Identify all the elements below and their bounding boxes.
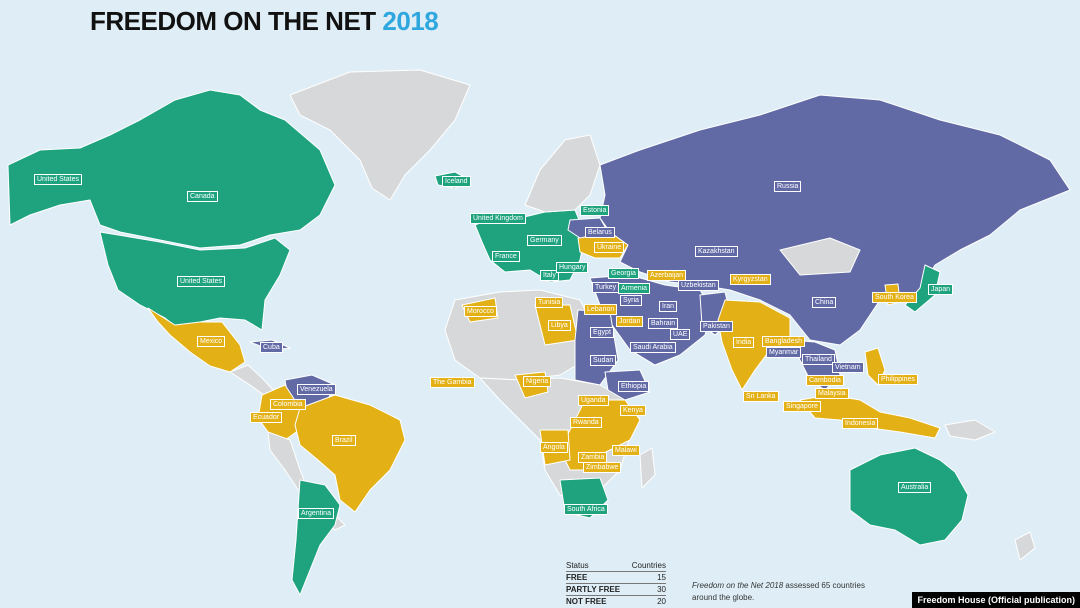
legend-status: NOT FREE (566, 597, 607, 606)
region-new-zealand (1014, 531, 1036, 561)
country-label: Lebanon (584, 304, 618, 315)
region-madagascar (639, 447, 656, 489)
country-label: Sri Lanka (743, 391, 779, 402)
map-title-main: FREEDOM ON THE NET (90, 6, 376, 36)
country-label: Egypt (590, 327, 614, 338)
country-label: Brazil (332, 435, 356, 446)
country-label: Japan (928, 284, 954, 295)
country-label: Tunisia (535, 297, 564, 308)
country-label: Thailand (802, 354, 835, 365)
country-label: Cuba (260, 342, 283, 353)
country-label: Iran (659, 301, 678, 312)
region-australia (849, 447, 969, 546)
country-label: South Africa (564, 504, 608, 515)
country-label: Indonesia (842, 418, 879, 429)
country-label: Morocco (464, 306, 497, 317)
country-label: Bangladesh (762, 336, 805, 347)
country-label: Estonia (580, 205, 610, 216)
country-label: Germany (527, 235, 562, 246)
note-line2: around the globe. (692, 593, 755, 602)
country-label: Russia (774, 181, 802, 192)
country-label: Kazakhstan (695, 246, 738, 257)
country-label: Hungary (556, 262, 589, 273)
country-label: Angola (540, 442, 568, 453)
country-label: Colombia (270, 399, 306, 410)
region-argentina (291, 479, 341, 596)
country-label: Syria (620, 295, 642, 306)
country-label: Libya (548, 320, 571, 331)
country-label: Belarus (585, 227, 615, 238)
region-mexico (147, 307, 246, 373)
country-label: United States (34, 174, 83, 185)
country-label: Rwanda (570, 417, 602, 428)
country-label: China (812, 297, 837, 308)
country-label: France (492, 251, 520, 262)
country-label: United States (177, 276, 226, 287)
map-title-year: 2018 (382, 6, 439, 36)
country-label: United Kingdom (470, 213, 526, 224)
country-label: Kyrgyzstan (730, 274, 771, 285)
country-label: Ethiopia (618, 381, 650, 392)
country-label: South Korea (872, 292, 917, 303)
map-title: FREEDOM ON THE NET 2018 (90, 6, 439, 37)
source-credit: Freedom House (Official publication) (912, 592, 1080, 608)
country-label: Malawi (612, 445, 640, 456)
legend-header-count: Countries (631, 561, 666, 570)
country-label: Argentina (298, 508, 334, 519)
legend-status: PARTLY FREE (566, 585, 621, 594)
region-greenland (289, 69, 471, 201)
legend-count: 15 (657, 573, 666, 582)
country-label: Uzbekistan (678, 280, 719, 291)
country-label: Armenia (618, 283, 651, 294)
country-label: Sudan (590, 355, 617, 366)
legend-count: 20 (657, 597, 666, 606)
assessment-note: Freedom on the Net 2018 assessed 65 coun… (692, 580, 865, 604)
country-label: Australia (898, 482, 932, 493)
country-label: Singapore (783, 401, 821, 412)
country-label: Pakistan (700, 321, 733, 332)
country-label: Saudi Arabia (630, 342, 676, 353)
legend-row-partly-free: PARTLY FREE 30 (566, 583, 666, 595)
note-publication: Freedom on the Net 2018 (692, 581, 784, 590)
country-label: Zimbabwe (583, 462, 622, 473)
status-legend: Status Countries FREE 15 PARTLY FREE 30 … (566, 560, 666, 607)
country-label: Turkey (592, 282, 620, 293)
country-label: UAE (670, 329, 691, 340)
country-label: Mexico (197, 336, 226, 347)
country-label: Iceland (442, 176, 471, 187)
legend-status: FREE (566, 573, 588, 582)
region-brazil (294, 394, 406, 513)
country-label: Ecuador (250, 412, 283, 423)
country-label: Myanmar (766, 347, 802, 358)
country-label: Italy (540, 270, 559, 281)
country-label: Canada (187, 191, 218, 202)
region-north-america-north (7, 89, 336, 249)
country-label: Vietnam (832, 362, 864, 373)
country-label: Azerbaijan (647, 270, 687, 281)
country-label: Cambodia (806, 375, 844, 386)
country-label: Kenya (620, 405, 646, 416)
country-label: Venezuela (297, 384, 336, 395)
legend-count: 30 (657, 585, 666, 594)
region-scandinavia (524, 134, 601, 213)
legend-header-status: Status (566, 561, 589, 570)
region-south-america-other (267, 431, 346, 531)
country-label: Ukraine (594, 242, 625, 253)
country-label: Malaysia (815, 388, 849, 399)
note-line1: assessed 65 countries (783, 581, 865, 590)
country-label: India (733, 337, 755, 348)
country-label: The Gambia (430, 377, 475, 388)
legend-header-row: Status Countries (566, 560, 666, 571)
region-mongolia (779, 237, 861, 276)
country-label: Uganda (578, 395, 609, 406)
legend-row-not-free: NOT FREE 20 (566, 595, 666, 607)
country-label: Georgia (608, 268, 639, 279)
country-label: Bahrain (648, 318, 679, 329)
region-new-guinea (944, 419, 996, 441)
region-maritime-asia (799, 394, 941, 439)
legend-row-free: FREE 15 (566, 571, 666, 583)
country-label: Jordan (616, 316, 644, 327)
country-label: Philippines (878, 374, 918, 385)
country-label: Nigeria (523, 376, 552, 387)
